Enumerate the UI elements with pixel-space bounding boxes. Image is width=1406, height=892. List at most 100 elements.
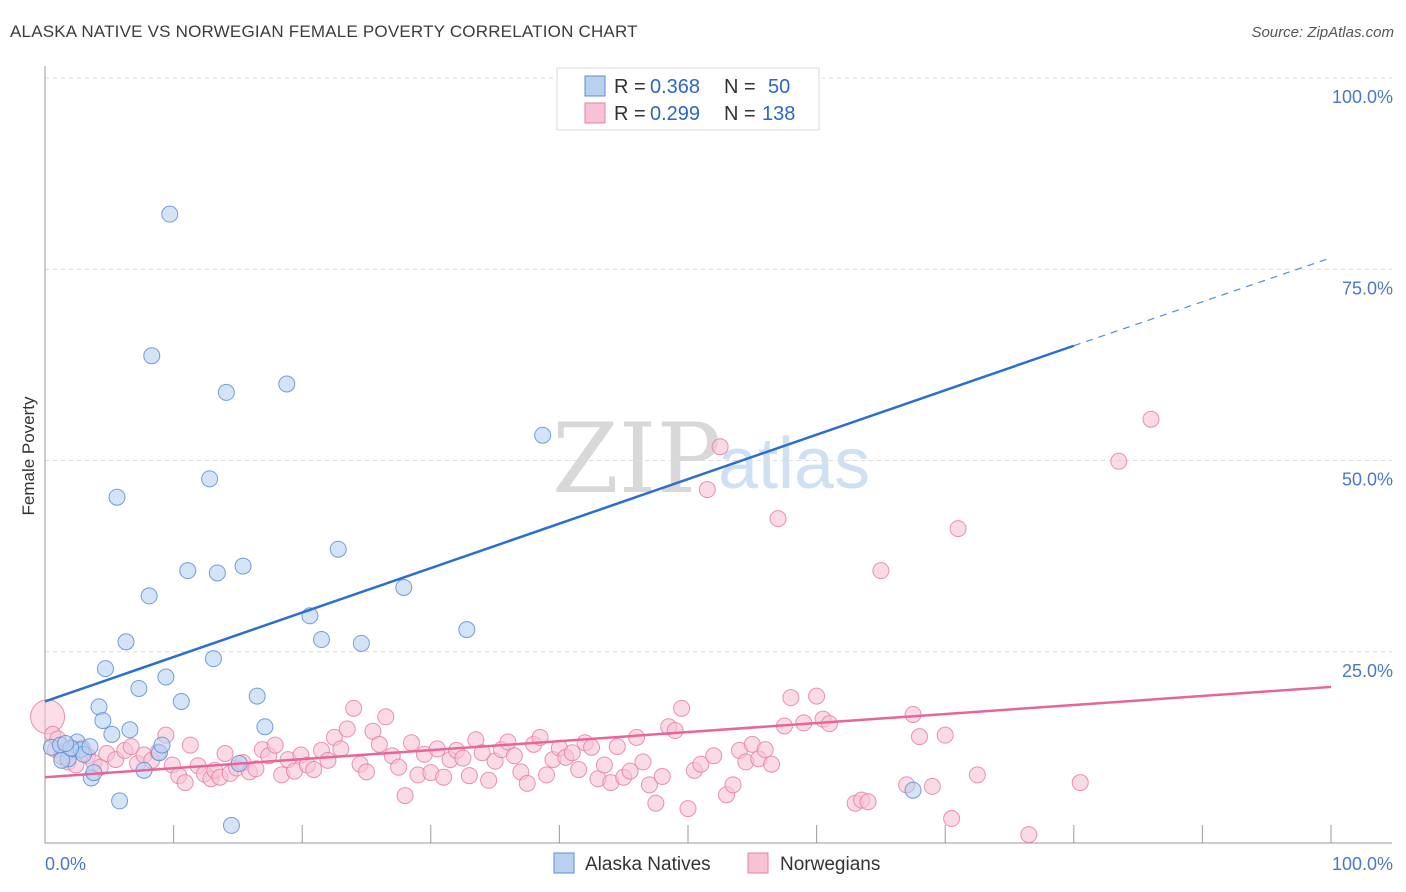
alaska-natives-point-49 — [57, 735, 75, 753]
norwegians-point-134 — [1110, 452, 1128, 470]
legend-n-label-1: N = — [724, 76, 756, 98]
norwegians-point-64 — [454, 749, 472, 767]
norwegians-point-125 — [904, 705, 922, 723]
norwegians-point-88 — [608, 738, 626, 756]
series-legend: Alaska Natives Norwegians — [553, 852, 880, 875]
norwegians-point-84 — [583, 738, 601, 756]
alaska-natives-point-15 — [111, 792, 129, 810]
source-label: Source: ZipAtlas.com — [1251, 24, 1394, 41]
alaska-natives-points — [42, 69, 922, 834]
norwegians-point-81 — [563, 744, 581, 762]
legend-swatch-norwegians — [584, 102, 606, 124]
alaska-natives-point-7 — [81, 738, 99, 756]
alaska-natives-point-47 — [53, 751, 71, 769]
norwegians-point-35 — [266, 736, 284, 754]
norwegians-point-82 — [570, 761, 588, 779]
y-tick-label-100: 100.0% — [1332, 87, 1393, 107]
norwegians-point-74 — [518, 774, 536, 792]
bottom-legend-swatch-norwegians — [747, 852, 769, 874]
norwegians-point-94 — [647, 794, 665, 812]
page-title: ALASKA NATIVE VS NORWEGIAN FEMALE POVERT… — [10, 22, 638, 41]
norwegians-point-43 — [319, 751, 337, 769]
norwegians-point-126 — [910, 728, 928, 746]
norwegians-point-104 — [711, 438, 729, 456]
norwegians-point-115 — [782, 689, 800, 707]
bottom-legend-norwegians: Norwegians — [780, 854, 880, 875]
norwegians-point-130 — [949, 520, 967, 538]
legend-n-value-1: 50 — [768, 76, 790, 98]
alaska-natives-point-30 — [208, 564, 226, 582]
norwegians-point-49 — [358, 763, 375, 781]
alaska-natives-point-39 — [312, 631, 330, 649]
alaska-natives-point-25 — [161, 205, 179, 223]
norwegians-point-103 — [705, 747, 723, 765]
alaska-natives-point-17 — [121, 721, 139, 739]
norwegians-point-93 — [640, 776, 658, 794]
norwegians-point-117 — [808, 687, 826, 705]
alaska-natives-point-16 — [117, 633, 135, 651]
norwegians-point-41 — [305, 761, 323, 779]
norwegians-points — [30, 410, 1160, 844]
trend-lines — [44, 257, 1332, 779]
alaska-natives-point-20 — [140, 587, 158, 605]
x-tick-label-0: 0.0% — [45, 854, 86, 874]
alaska-natives-point-43 — [458, 621, 476, 639]
norwegians-point-12 — [122, 738, 140, 756]
norwegians-point-86 — [595, 756, 613, 774]
legend-r-value-2: 0.299 — [650, 103, 700, 125]
norwegians-trend-line — [44, 685, 1332, 779]
norwegians-point-95 — [653, 767, 671, 785]
alaska-natives-point-12 — [96, 660, 114, 678]
legend-r-label-2: R = — [614, 103, 646, 125]
norwegians-point-127 — [923, 777, 941, 795]
alaska-natives-point-26 — [172, 692, 190, 710]
legend-r-label-1: R = — [614, 76, 646, 98]
bottom-legend-alaska-natives: Alaska Natives — [585, 854, 711, 875]
norwegians-point-133 — [1071, 774, 1089, 792]
norwegians-point-45 — [332, 740, 350, 758]
alaska-natives-trend-extension — [1073, 257, 1332, 347]
norwegians-point-123 — [872, 562, 890, 580]
x-tick-label-100: 100.0% — [1332, 854, 1393, 874]
alaska-natives-point-23 — [153, 736, 171, 754]
norwegians-point-90 — [621, 762, 639, 780]
norwegians-point-47 — [345, 699, 363, 717]
norwegians-point-132 — [1020, 826, 1038, 844]
norwegians-point-128 — [936, 726, 954, 744]
norwegians-point-21 — [181, 736, 199, 754]
bottom-legend-swatch-alaska-natives — [553, 852, 575, 874]
norwegians-point-106 — [724, 776, 742, 794]
norwegians-point-112 — [763, 755, 781, 773]
norwegians-point-131 — [968, 766, 986, 784]
alaska-natives-point-42 — [395, 578, 413, 596]
alaska-natives-point-31 — [217, 383, 235, 401]
alaska-natives-point-28 — [201, 470, 219, 488]
alaska-natives-point-27 — [179, 562, 197, 580]
correlation-legend: R = 0.368 N = 50 R = 0.299 N = 138 — [556, 67, 820, 131]
norwegians-point-99 — [679, 800, 697, 818]
tick-labels: 25.0% 50.0% 75.0% 100.0% 0.0% 100.0% — [45, 87, 1393, 874]
y-axis-title: Female Poverty — [19, 396, 38, 516]
norwegians-point-111 — [756, 741, 774, 759]
norwegians-point-46 — [338, 720, 356, 738]
alaska-natives-point-34 — [234, 557, 252, 575]
alaska-natives-trend-line — [44, 344, 1075, 703]
norwegians-point-61 — [435, 768, 453, 786]
norwegians-point-54 — [390, 758, 408, 776]
alaska-natives-point-24 — [157, 668, 175, 686]
legend-swatch-alaska-natives — [584, 75, 606, 97]
alaska-natives-point-41 — [352, 634, 370, 652]
norwegians-point-51 — [370, 735, 388, 753]
alaska-natives-point-32 — [222, 816, 240, 834]
norwegians-point-122 — [859, 793, 877, 811]
norwegians-point-56 — [403, 734, 421, 752]
y-tick-label-75: 75.0% — [1342, 278, 1393, 298]
alaska-natives-point-21 — [143, 347, 161, 365]
norwegians-point-92 — [634, 753, 652, 771]
norwegians-point-65 — [460, 767, 478, 785]
norwegians-point-55 — [396, 787, 414, 805]
alaska-natives-point-14 — [108, 488, 126, 506]
alaska-natives-point-37 — [278, 375, 296, 393]
alaska-natives-point-36 — [256, 718, 274, 736]
